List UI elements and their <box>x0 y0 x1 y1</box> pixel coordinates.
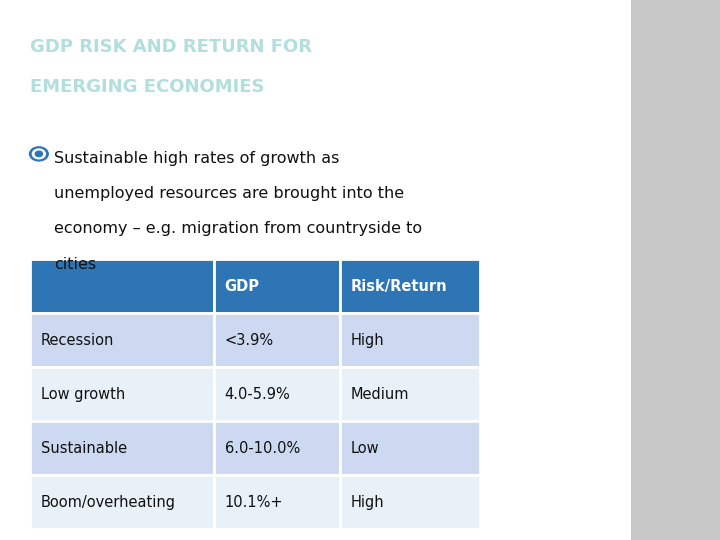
Bar <box>30 421 214 475</box>
Text: Sustainable high rates of growth as: Sustainable high rates of growth as <box>54 151 339 166</box>
Text: Risk/Return: Risk/Return <box>351 279 447 294</box>
Text: Low: Low <box>351 441 379 456</box>
Bar <box>214 313 340 367</box>
Bar <box>631 0 720 540</box>
Text: unemployed resources are brought into the: unemployed resources are brought into th… <box>54 186 404 201</box>
Bar <box>340 259 480 313</box>
Text: Boom/overheating: Boom/overheating <box>41 495 176 510</box>
Text: <3.9%: <3.9% <box>225 333 274 348</box>
Bar <box>340 313 480 367</box>
Bar <box>340 475 480 529</box>
Text: High: High <box>351 495 384 510</box>
Text: GDP RISK AND RETURN FOR: GDP RISK AND RETURN FOR <box>30 38 312 56</box>
Bar <box>214 259 340 313</box>
Text: economy – e.g. migration from countryside to: economy – e.g. migration from countrysid… <box>54 221 422 237</box>
Text: 6.0-10.0%: 6.0-10.0% <box>225 441 300 456</box>
Bar <box>340 421 480 475</box>
Bar <box>214 421 340 475</box>
Circle shape <box>32 149 45 159</box>
Text: Medium: Medium <box>351 387 409 402</box>
Text: 10.1%+: 10.1%+ <box>225 495 283 510</box>
Text: Sustainable: Sustainable <box>41 441 127 456</box>
Bar <box>30 475 214 529</box>
Text: 4.0-5.9%: 4.0-5.9% <box>225 387 290 402</box>
Text: High: High <box>351 333 384 348</box>
Bar <box>30 259 214 313</box>
Circle shape <box>35 151 42 157</box>
Text: GDP: GDP <box>225 279 260 294</box>
Bar <box>340 367 480 421</box>
Text: EMERGING ECONOMIES: EMERGING ECONOMIES <box>30 78 265 96</box>
Bar <box>30 313 214 367</box>
Text: Recession: Recession <box>41 333 114 348</box>
Text: cities: cities <box>54 256 96 272</box>
Bar <box>214 367 340 421</box>
Circle shape <box>30 147 48 161</box>
Bar <box>214 475 340 529</box>
Text: Low growth: Low growth <box>41 387 125 402</box>
Bar <box>30 367 214 421</box>
